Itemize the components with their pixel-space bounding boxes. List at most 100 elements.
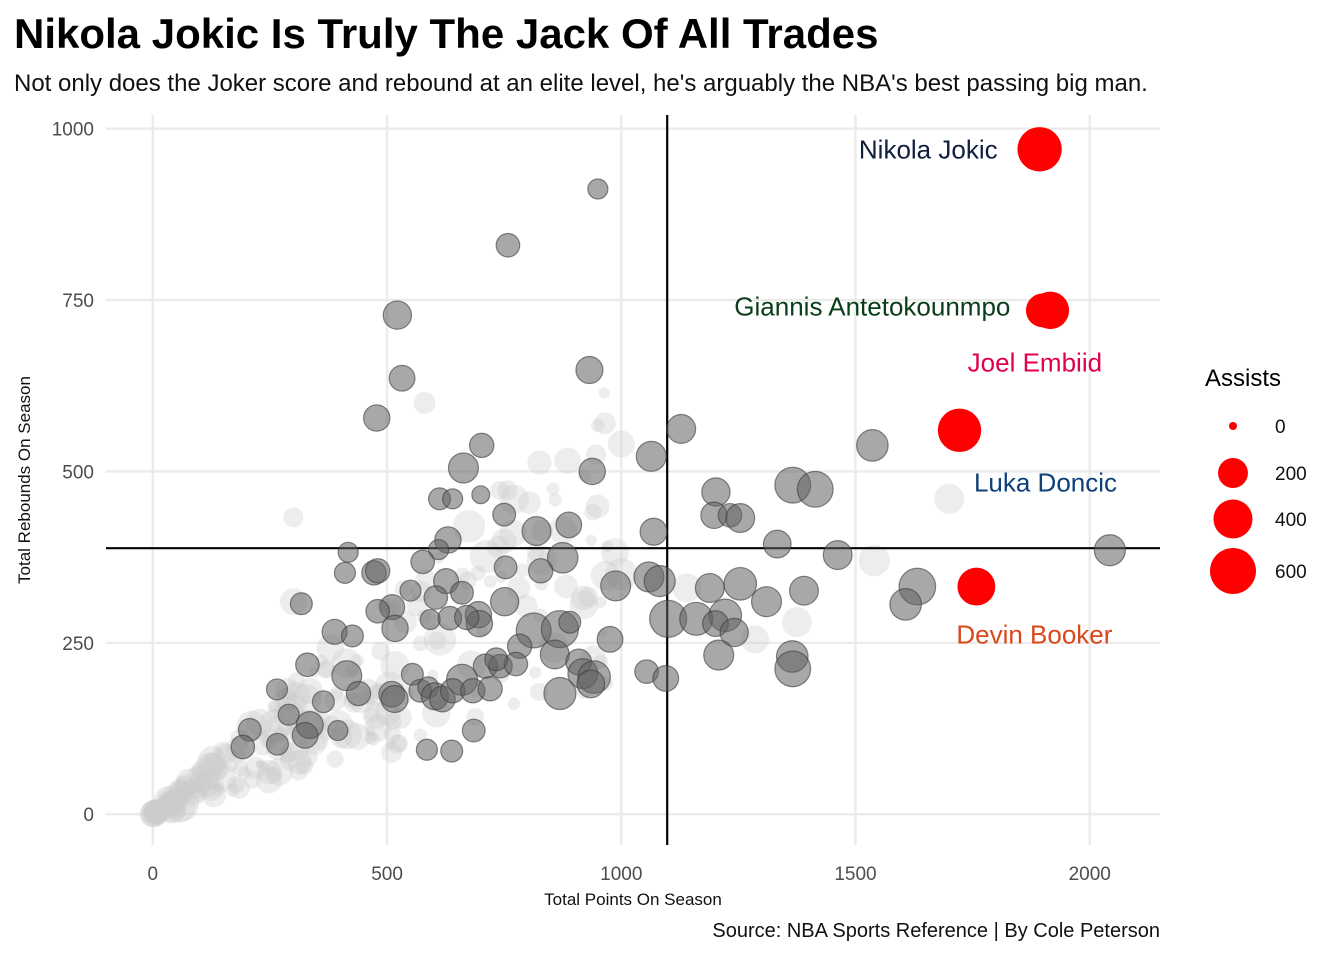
faded-point: [140, 800, 168, 828]
faded-point: [143, 804, 163, 824]
faded-point: [297, 746, 318, 767]
faded-point: [212, 741, 234, 763]
faded-point: [595, 596, 607, 608]
player-point: [719, 617, 749, 648]
faded-point: [166, 778, 195, 806]
player-point: [230, 734, 256, 760]
player-point: [546, 541, 579, 574]
faded-point: [554, 574, 579, 599]
faded-point: [155, 801, 173, 818]
faded-point: [598, 387, 610, 399]
player-point: [333, 561, 356, 584]
faded-point: [601, 540, 613, 553]
faded-point: [159, 790, 181, 812]
player-point: [762, 529, 792, 559]
y-axis-title: Total Rebounds On Season: [15, 376, 34, 584]
faded-point: [486, 535, 509, 558]
faded-point: [143, 799, 170, 826]
faded-point: [155, 802, 166, 813]
player-point: [774, 650, 812, 688]
player-point: [652, 664, 680, 692]
player-point: [471, 485, 491, 505]
faded-point: [224, 758, 239, 773]
faded-point: [205, 776, 220, 791]
player-point: [493, 555, 518, 580]
player-point: [725, 503, 756, 534]
faded-point: [483, 575, 497, 588]
faded-point: [212, 784, 225, 797]
faded-point: [243, 771, 262, 789]
faded-point: [283, 507, 304, 528]
player-point: [822, 540, 853, 571]
faded-point: [144, 803, 165, 824]
faded-point: [585, 494, 610, 519]
chart-caption: Source: NBA Sports Reference | By Cole P…: [712, 920, 1160, 942]
player-point: [521, 516, 552, 547]
faded-point: [153, 796, 173, 816]
faded-point: [175, 774, 196, 795]
reference-lines: [106, 115, 1160, 845]
player-label: Devin Booker: [956, 620, 1112, 650]
faded-point: [490, 481, 510, 500]
faded-point: [147, 808, 159, 820]
player-label: Giannis Antetokounmpo: [734, 291, 1010, 321]
faded-point: [153, 786, 184, 816]
faded-point: [364, 707, 380, 723]
player-point: [666, 413, 697, 444]
player-point: [340, 624, 364, 648]
player-point: [543, 676, 577, 711]
faded-point: [188, 777, 205, 794]
player-point: [265, 678, 289, 701]
player-point: [578, 457, 607, 486]
player-point: [265, 732, 289, 756]
player-point: [345, 680, 372, 707]
faded-point: [229, 778, 250, 799]
faded-point: [143, 798, 171, 826]
player-point: [576, 669, 606, 699]
player-point: [492, 502, 517, 527]
faded-point: [470, 565, 486, 581]
faded-point: [204, 765, 221, 783]
x-tick-label: 1000: [600, 864, 642, 885]
x-tick-label: 1500: [834, 864, 876, 885]
faded-point: [387, 734, 407, 754]
player-point: [362, 404, 391, 432]
faded-point: [201, 782, 227, 808]
player-point: [440, 739, 464, 763]
faded-point: [570, 585, 596, 611]
faded-point: [237, 766, 252, 780]
faded-point: [175, 801, 185, 811]
highlighted-player-point: [1025, 293, 1060, 328]
faded-point: [200, 779, 222, 802]
faded-point: [155, 806, 166, 817]
axis-ticks: 0 500 1000 1500 2000 0 250 500 750 1000: [52, 120, 1111, 885]
size-legend: Assists 0 200 400 600: [1205, 365, 1307, 594]
faded-point: [171, 792, 182, 804]
faded-point: [383, 725, 401, 743]
chart-subtitle: Not only does the Joker score and reboun…: [14, 70, 1148, 97]
faded-point: [364, 731, 377, 744]
player-point: [415, 738, 438, 761]
faded-point: [154, 803, 169, 818]
faded-point: [157, 785, 186, 814]
faded-point: [174, 782, 194, 802]
faded-point: [255, 759, 264, 768]
highlighted-player-point: [1017, 127, 1062, 172]
player-point: [694, 572, 725, 603]
player-point: [327, 719, 349, 742]
faded-point: [781, 607, 812, 638]
faded-point: [569, 590, 599, 620]
player-point: [575, 355, 604, 385]
player-point: [788, 575, 819, 606]
faded-point: [151, 803, 167, 819]
faded-point: [385, 740, 396, 750]
faded-point: [255, 759, 265, 770]
faded-point: [593, 412, 616, 435]
faded-point: [159, 791, 187, 818]
faded-point: [164, 797, 181, 814]
faded-point: [257, 759, 282, 785]
faded-point: [577, 586, 599, 608]
faded-point: [413, 391, 436, 414]
faded-point: [158, 799, 173, 814]
faded-point: [160, 800, 174, 814]
